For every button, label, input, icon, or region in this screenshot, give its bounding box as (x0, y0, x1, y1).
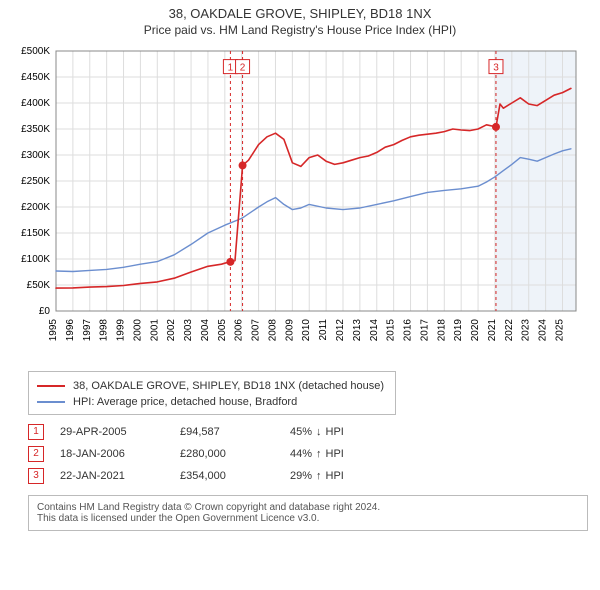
event-row: 1 29-APR-2005£94,58745% ↓ HPI (28, 421, 588, 443)
event-row-price: £354,000 (180, 470, 290, 482)
legend-swatch-hpi (37, 401, 65, 403)
legend-swatch-price-paid (37, 385, 65, 387)
legend: 38, OAKDALE GROVE, SHIPLEY, BD18 1NX (de… (28, 371, 396, 415)
footer-line-1: Contains HM Land Registry data © Crown c… (37, 502, 579, 513)
arrow-up-icon: ↑ (316, 448, 322, 460)
event-row: 3 22-JAN-2021£354,00029% ↑ HPI (28, 465, 588, 487)
x-tick-label: 2002 (166, 319, 177, 342)
event-row-pct: 44% (290, 448, 312, 460)
event-row-pct: 29% (290, 470, 312, 482)
x-tick-label: 2018 (436, 319, 447, 342)
x-tick-label: 1999 (116, 319, 127, 342)
y-tick-label: £350K (21, 124, 50, 135)
y-tick-label: £0 (39, 306, 51, 317)
x-tick-label: 2025 (554, 319, 565, 342)
x-tick-label: 2008 (267, 319, 278, 342)
chart-svg: £0 £50K £100K £150K £200K £250K £300K £350K £400… (0, 41, 600, 361)
event-badge-label: 3 (493, 63, 499, 74)
legend-label-hpi: HPI: Average price, detached house, Brad… (73, 396, 297, 408)
x-tick-label: 2013 (352, 319, 363, 342)
x-tick-label: 2010 (301, 319, 312, 342)
event-row-pct: 45% (290, 426, 312, 438)
x-tick-label: 2016 (403, 319, 414, 342)
x-tick-label: 2014 (369, 319, 380, 342)
x-tick-label: 2012 (335, 319, 346, 342)
footer-line-2: This data is licensed under the Open Gov… (37, 513, 579, 524)
event-row-suffix: HPI (326, 426, 344, 438)
x-tick-label: 1996 (65, 319, 76, 342)
event-row-date: 18-JAN-2006 (60, 448, 180, 460)
x-tick-label: 1997 (82, 319, 93, 342)
event-row-price: £94,587 (180, 426, 290, 438)
arrow-down-icon: ↓ (316, 426, 322, 438)
event-row-date: 29-APR-2005 (60, 426, 180, 438)
x-tick-label: 2011 (318, 319, 329, 341)
y-tick-label: £200K (21, 202, 50, 213)
x-tick-label: 2021 (487, 319, 498, 342)
y-tick-label: £50K (27, 280, 51, 291)
events-table: 1 29-APR-2005£94,58745% ↓ HPI 2 18-JAN-2006£… (28, 421, 588, 487)
legend-row-price-paid: 38, OAKDALE GROVE, SHIPLEY, BD18 1NX (de… (37, 378, 387, 394)
page-title: 38, OAKDALE GROVE, SHIPLEY, BD18 1NX (0, 6, 600, 21)
event-row-suffix: HPI (326, 470, 344, 482)
legend-row-hpi: HPI: Average price, detached house, Brad… (37, 394, 387, 410)
x-tick-label: 2017 (419, 319, 430, 342)
x-tick-label: 1998 (99, 319, 110, 342)
x-tick-label: 2000 (132, 319, 143, 342)
y-tick-label: £100K (21, 254, 50, 265)
arrow-up-icon: ↑ (316, 470, 322, 482)
x-tick-label: 2023 (521, 319, 532, 342)
price-chart: £0 £50K £100K £150K £200K £250K £300K £350K £400… (0, 41, 600, 361)
y-tick-label: £500K (21, 46, 50, 57)
x-tick-label: 2003 (183, 319, 194, 342)
x-tick-label: 1995 (48, 319, 59, 342)
x-tick-label: 2006 (234, 319, 245, 342)
x-tick-label: 2015 (386, 319, 397, 342)
event-row: 2 18-JAN-2006£280,00044% ↑ HPI (28, 443, 588, 465)
x-tick-label: 2007 (251, 319, 262, 342)
legend-label-price-paid: 38, OAKDALE GROVE, SHIPLEY, BD18 1NX (de… (73, 380, 384, 392)
y-tick-label: £250K (21, 176, 50, 187)
page-subtitle: Price paid vs. HM Land Registry's House … (0, 23, 600, 37)
x-tick-label: 2005 (217, 319, 228, 342)
event-row-badge: 1 (28, 424, 44, 440)
x-tick-label: 2022 (504, 319, 515, 342)
y-tick-label: £450K (21, 72, 50, 83)
x-tick-label: 2004 (200, 319, 211, 342)
x-tick-label: 2024 (538, 319, 549, 342)
y-tick-label: £400K (21, 98, 50, 109)
event-badge-label: 2 (240, 63, 246, 74)
event-row-suffix: HPI (326, 448, 344, 460)
event-row-date: 22-JAN-2021 (60, 470, 180, 482)
attribution-footer: Contains HM Land Registry data © Crown c… (28, 495, 588, 531)
x-tick-label: 2019 (453, 319, 464, 342)
x-tick-label: 2001 (149, 319, 160, 342)
y-tick-label: £150K (21, 228, 50, 239)
event-row-price: £280,000 (180, 448, 290, 460)
event-row-badge: 2 (28, 446, 44, 462)
x-tick-label: 2020 (470, 319, 481, 342)
event-badge-label: 1 (228, 63, 234, 74)
y-tick-label: £300K (21, 150, 50, 161)
x-tick-label: 2009 (284, 319, 295, 342)
event-row-badge: 3 (28, 468, 44, 484)
